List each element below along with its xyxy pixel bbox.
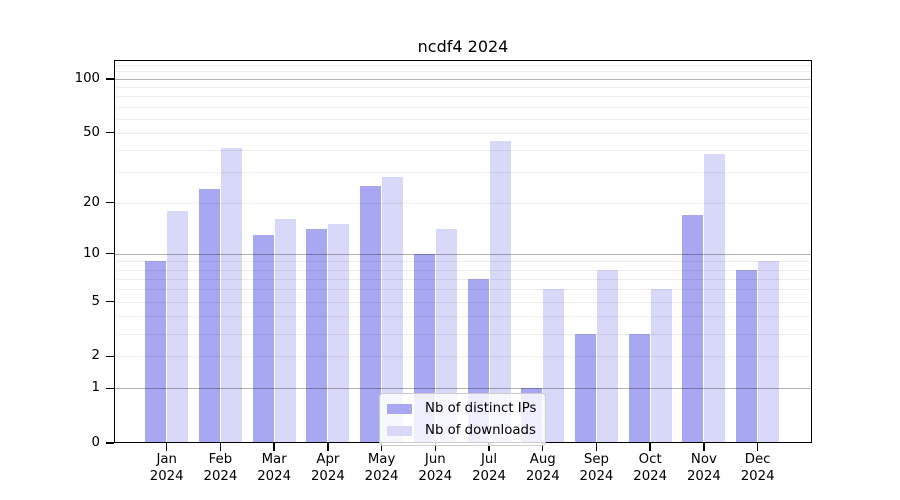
x-tick-mark bbox=[327, 443, 329, 451]
gridline-minor bbox=[114, 316, 812, 317]
bar-nb-of-distinct-ips-mar-2024 bbox=[252, 234, 274, 443]
bar-nb-of-distinct-ips-sep-2024 bbox=[574, 333, 596, 443]
y-tick-label: 10 bbox=[83, 245, 100, 261]
bar-nb-of-downloads-jan-2024 bbox=[167, 210, 189, 443]
legend: Nb of distinct IPs Nb of downloads bbox=[379, 393, 547, 446]
gridline-minor bbox=[114, 106, 812, 108]
x-tick-mark bbox=[542, 443, 544, 451]
bar-nb-of-distinct-ips-may-2024 bbox=[360, 185, 382, 443]
x-tick-label: Jul 2024 bbox=[472, 452, 506, 484]
y-tick-label: 5 bbox=[91, 293, 100, 309]
legend-item-distinct-ips: Nb of distinct IPs bbox=[387, 399, 536, 418]
legend-label-downloads: Nb of downloads bbox=[425, 423, 536, 438]
x-tick-label: Jun 2024 bbox=[418, 452, 453, 484]
y-tick-mark bbox=[106, 442, 114, 444]
gridline-minor bbox=[114, 172, 812, 174]
gridline-major bbox=[114, 78, 812, 80]
gridline-minor bbox=[114, 64, 812, 66]
bar-nb-of-distinct-ips-jan-2024 bbox=[145, 261, 167, 443]
bar-nb-of-downloads-oct-2024 bbox=[650, 289, 672, 443]
gridline-minor bbox=[114, 356, 812, 358]
bar-nb-of-downloads-feb-2024 bbox=[220, 148, 242, 443]
x-tick-label: Nov 2024 bbox=[686, 452, 721, 484]
bar-nb-of-downloads-jun-2024 bbox=[435, 229, 457, 443]
x-tick-label: May 2024 bbox=[364, 452, 399, 484]
gridline-minor bbox=[114, 202, 812, 204]
x-tick-mark bbox=[756, 443, 759, 451]
gridline-minor bbox=[114, 96, 812, 98]
y-tick-label: 100 bbox=[74, 70, 100, 86]
x-tick-mark bbox=[703, 443, 705, 451]
y-tick-label: 50 bbox=[83, 124, 100, 140]
x-tick-label: Feb 2024 bbox=[203, 452, 238, 484]
x-tick-label: Mar 2024 bbox=[257, 452, 292, 484]
x-tick-mark bbox=[219, 443, 222, 451]
x-tick-label: Oct 2024 bbox=[633, 452, 668, 484]
bar-nb-of-downloads-mar-2024 bbox=[274, 219, 296, 443]
x-tick-mark bbox=[434, 443, 436, 451]
y-tick-label: 20 bbox=[83, 194, 100, 210]
bar-nb-of-downloads-aug-2024 bbox=[543, 289, 565, 443]
y-tick-mark bbox=[106, 355, 114, 357]
x-tick-mark bbox=[649, 443, 651, 451]
bar-nb-of-distinct-ips-apr-2024 bbox=[306, 229, 328, 443]
legend-label-distinct-ips: Nb of distinct IPs bbox=[425, 401, 537, 416]
gridline-minor bbox=[114, 301, 812, 303]
y-tick-mark bbox=[106, 300, 114, 303]
gridline-minor bbox=[114, 289, 812, 291]
bar-nb-of-distinct-ips-nov-2024 bbox=[682, 214, 704, 443]
x-tick-mark bbox=[488, 443, 490, 451]
x-tick-label: Sep 2024 bbox=[579, 452, 614, 484]
distinct-ips-swatch bbox=[387, 403, 412, 414]
gridline-major bbox=[114, 388, 812, 390]
bar-nb-of-distinct-ips-dec-2024 bbox=[736, 269, 758, 443]
x-tick-mark bbox=[380, 443, 383, 451]
x-tick-label: Apr 2024 bbox=[310, 452, 345, 484]
x-tick-label: Dec 2024 bbox=[740, 452, 775, 484]
bar-nb-of-downloads-sep-2024 bbox=[596, 269, 618, 443]
y-tick-mark bbox=[106, 202, 114, 204]
gridline-minor bbox=[114, 132, 812, 134]
gridline-minor bbox=[114, 71, 812, 73]
x-tick-mark bbox=[273, 443, 275, 451]
bar-nb-of-distinct-ips-feb-2024 bbox=[198, 189, 220, 443]
y-tick-mark bbox=[106, 387, 114, 389]
y-tick-label: 2 bbox=[91, 348, 100, 364]
bar-nb-of-distinct-ips-oct-2024 bbox=[628, 333, 650, 443]
gridline-major bbox=[114, 253, 812, 255]
y-tick-mark bbox=[106, 132, 114, 134]
gridline-minor bbox=[114, 278, 812, 280]
bar-nb-of-downloads-dec-2024 bbox=[758, 261, 780, 443]
y-tick-label: 0 bbox=[91, 435, 100, 450]
gridline-minor bbox=[114, 333, 812, 335]
bar-nb-of-downloads-nov-2024 bbox=[704, 153, 726, 443]
gridline-minor bbox=[114, 87, 812, 89]
chart-title: ncdf4 2024 bbox=[417, 37, 509, 56]
y-tick-mark bbox=[106, 253, 114, 255]
gridline-minor bbox=[114, 269, 812, 271]
y-tick-mark bbox=[106, 78, 114, 80]
gridline-minor bbox=[114, 149, 812, 151]
bar-nb-of-downloads-may-2024 bbox=[382, 177, 404, 443]
gridline-minor bbox=[114, 118, 812, 120]
bar-nb-of-downloads-apr-2024 bbox=[328, 224, 350, 443]
x-tick-mark bbox=[166, 443, 168, 451]
bar-nb-of-downloads-jul-2024 bbox=[489, 140, 511, 443]
downloads-swatch bbox=[387, 425, 412, 436]
y-tick-label: 1 bbox=[91, 380, 100, 396]
gridline-minor bbox=[114, 261, 812, 263]
x-tick-label: Aug 2024 bbox=[525, 452, 560, 484]
x-tick-label: Jan 2024 bbox=[149, 452, 184, 484]
x-tick-mark bbox=[595, 443, 598, 451]
legend-item-downloads: Nb of downloads bbox=[387, 421, 536, 440]
